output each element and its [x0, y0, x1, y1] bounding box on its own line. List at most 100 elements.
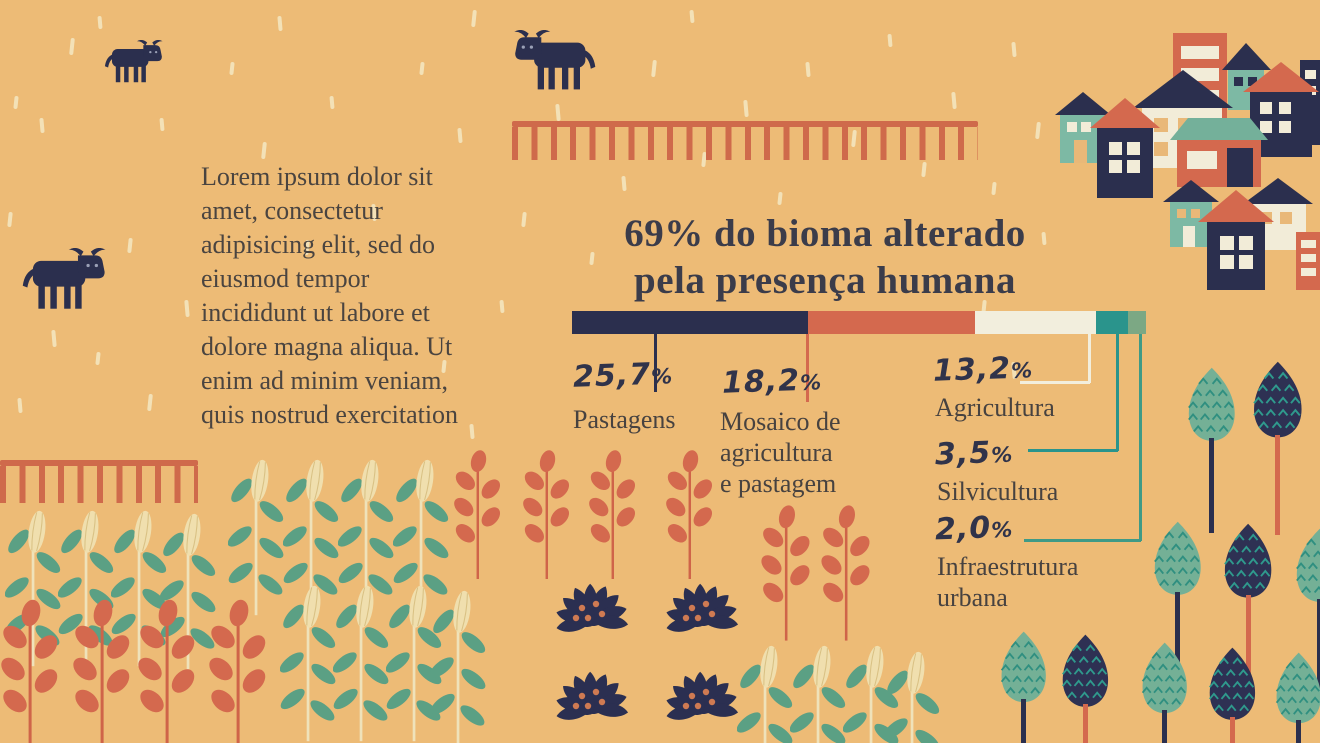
grass-mark-icon	[329, 95, 335, 110]
tree-trunk	[1082, 704, 1088, 743]
grass-mark-icon	[651, 59, 657, 78]
grass-mark-icon	[689, 9, 695, 24]
legend-percentage: 13,2%	[932, 350, 1034, 389]
legend-label-line: agricultura	[720, 438, 833, 467]
red-shrub-icon	[757, 503, 814, 641]
grass-mark-icon	[555, 103, 561, 122]
tree-icon	[1000, 631, 1046, 703]
chart-title-line-1: 69% do bioma alterado	[624, 212, 1026, 255]
grass-mark-icon	[1011, 41, 1017, 58]
legend-label-line: Mosaico de	[720, 407, 841, 436]
village-houses-icon	[1055, 33, 1320, 290]
connector-line	[1028, 449, 1118, 452]
tree-icon	[1062, 634, 1109, 707]
legend-value: 13,2	[932, 351, 1012, 389]
grass-mark-icon	[7, 211, 13, 228]
tree-trunk	[1162, 710, 1168, 743]
grass-mark-icon	[39, 117, 45, 134]
tree-icon	[1209, 647, 1256, 720]
legend-label-line: Infraestrutura	[937, 552, 1079, 581]
coffee-bush-icon	[666, 671, 739, 720]
grass-mark-icon	[499, 299, 505, 314]
tree-icon	[1275, 652, 1320, 724]
red-shrub-icon	[585, 448, 639, 580]
connector-line	[1020, 381, 1090, 384]
tree-icon	[1154, 521, 1201, 595]
tree-trunk	[1275, 434, 1281, 535]
corn-plant-icon	[430, 589, 488, 743]
connector-line	[806, 334, 809, 402]
grass-mark-icon	[743, 99, 749, 118]
bar-segment-agricultura	[974, 311, 1096, 334]
legend-label: Infraestrutura urbana	[937, 551, 1078, 613]
grass-mark-icon	[184, 299, 190, 318]
grass-mark-icon	[457, 127, 463, 144]
legend-percentage: 25,7%	[572, 356, 673, 395]
tree-trunk	[1175, 591, 1181, 687]
corn-plant-icon	[884, 650, 942, 743]
legend-percentage: 18,2%	[721, 362, 823, 401]
connector-line	[1139, 334, 1142, 541]
bar-segment-silvicultura	[1095, 311, 1128, 334]
tree-trunk	[1209, 437, 1215, 533]
grass-mark-icon	[521, 211, 527, 228]
legend-label: Silvicultura	[937, 476, 1058, 507]
grass-mark-icon	[159, 117, 165, 132]
legend-label: Pastagens	[573, 404, 676, 435]
red-shrub-icon	[0, 597, 62, 743]
fence-icon	[512, 121, 978, 160]
connector-line	[1024, 539, 1141, 542]
red-shrub-icon	[817, 503, 874, 641]
connector-line	[654, 334, 657, 392]
grass-mark-icon	[621, 175, 627, 192]
tree-trunk	[1296, 720, 1302, 743]
grass-mark-icon	[69, 37, 75, 56]
connector-line	[1088, 334, 1091, 383]
percent-sign: %	[1010, 358, 1034, 384]
grass-mark-icon	[13, 95, 19, 110]
legend-label: Agricultura	[935, 392, 1055, 423]
stacked-bar	[572, 311, 1146, 334]
grass-mark-icon	[261, 141, 267, 160]
percent-sign: %	[799, 370, 823, 396]
intro-paragraph: Lorem ipsum dolor sit amet, consectetur …	[201, 162, 459, 429]
red-shrub-icon	[450, 448, 504, 580]
legend-value: 2,0	[934, 510, 992, 548]
corn-plant-icon	[280, 584, 338, 742]
chart-title: 69% do bioma alterado pela presença huma…	[563, 210, 1087, 304]
bar-segment-pastagens	[572, 311, 808, 334]
grass-mark-icon	[17, 397, 23, 414]
legend-value: 3,5	[934, 435, 992, 473]
legend-label: Mosaico de agricultura e pastagem	[720, 406, 841, 499]
grass-mark-icon	[471, 9, 477, 28]
red-shrub-icon	[519, 448, 573, 580]
fence-rail	[512, 121, 978, 127]
legend-percentage: 2,0%	[934, 510, 1013, 548]
legend-label-line: urbana	[937, 583, 1008, 612]
tree-trunk	[1021, 699, 1027, 743]
grass-mark-icon	[887, 33, 893, 48]
corn-plant-icon	[228, 458, 286, 616]
grass-mark-icon	[51, 329, 57, 348]
red-shrub-icon	[68, 597, 134, 743]
coffee-bush-icon	[556, 583, 629, 632]
bar-segment-infraestrutura-urbana	[1127, 311, 1146, 334]
cow-icon	[104, 40, 163, 83]
fence-icon	[0, 460, 198, 503]
corn-plant-icon	[790, 644, 848, 743]
tree-icon	[1141, 642, 1187, 714]
cow-icon	[22, 248, 106, 309]
grass-mark-icon	[991, 181, 997, 196]
grass-mark-icon	[1035, 121, 1041, 140]
grass-mark-icon	[777, 191, 783, 206]
fence-rail	[0, 460, 198, 466]
chart-title-line-2: pela presença humana	[634, 259, 1016, 302]
coffee-bush-icon	[556, 671, 629, 720]
grass-mark-icon	[277, 15, 283, 32]
legend-label-line: Agricultura	[935, 393, 1055, 422]
fence-pickets	[512, 127, 978, 160]
legend-value: 18,2	[721, 363, 801, 401]
tree-icon	[1224, 523, 1272, 598]
grass-mark-icon	[921, 161, 927, 178]
